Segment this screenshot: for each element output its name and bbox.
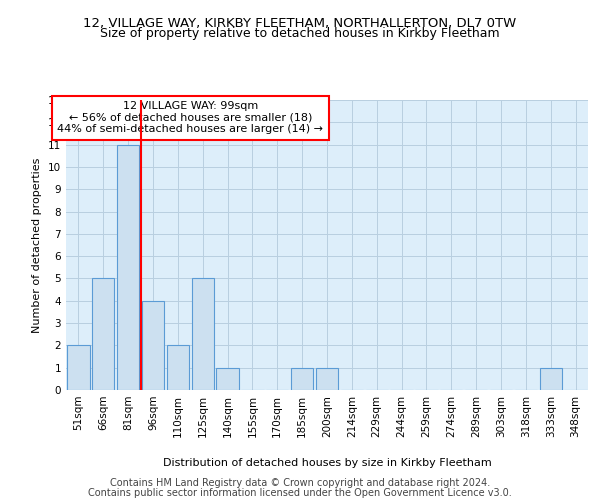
Text: 12 VILLAGE WAY: 99sqm
← 56% of detached houses are smaller (18)
44% of semi-deta: 12 VILLAGE WAY: 99sqm ← 56% of detached … <box>57 101 323 134</box>
Bar <box>217 368 239 390</box>
Bar <box>539 368 562 390</box>
Text: Size of property relative to detached houses in Kirkby Fleetham: Size of property relative to detached ho… <box>100 28 500 40</box>
Y-axis label: Number of detached properties: Number of detached properties <box>32 158 43 332</box>
Text: Contains HM Land Registry data © Crown copyright and database right 2024.: Contains HM Land Registry data © Crown c… <box>110 478 490 488</box>
Bar <box>167 346 189 390</box>
Text: Contains public sector information licensed under the Open Government Licence v3: Contains public sector information licen… <box>88 488 512 498</box>
Bar <box>142 301 164 390</box>
Text: 12, VILLAGE WAY, KIRKBY FLEETHAM, NORTHALLERTON, DL7 0TW: 12, VILLAGE WAY, KIRKBY FLEETHAM, NORTHA… <box>83 18 517 30</box>
Bar <box>92 278 115 390</box>
Bar <box>291 368 313 390</box>
Bar <box>67 346 89 390</box>
Bar <box>191 278 214 390</box>
Bar <box>316 368 338 390</box>
Text: Distribution of detached houses by size in Kirkby Fleetham: Distribution of detached houses by size … <box>163 458 491 468</box>
Bar <box>117 144 139 390</box>
